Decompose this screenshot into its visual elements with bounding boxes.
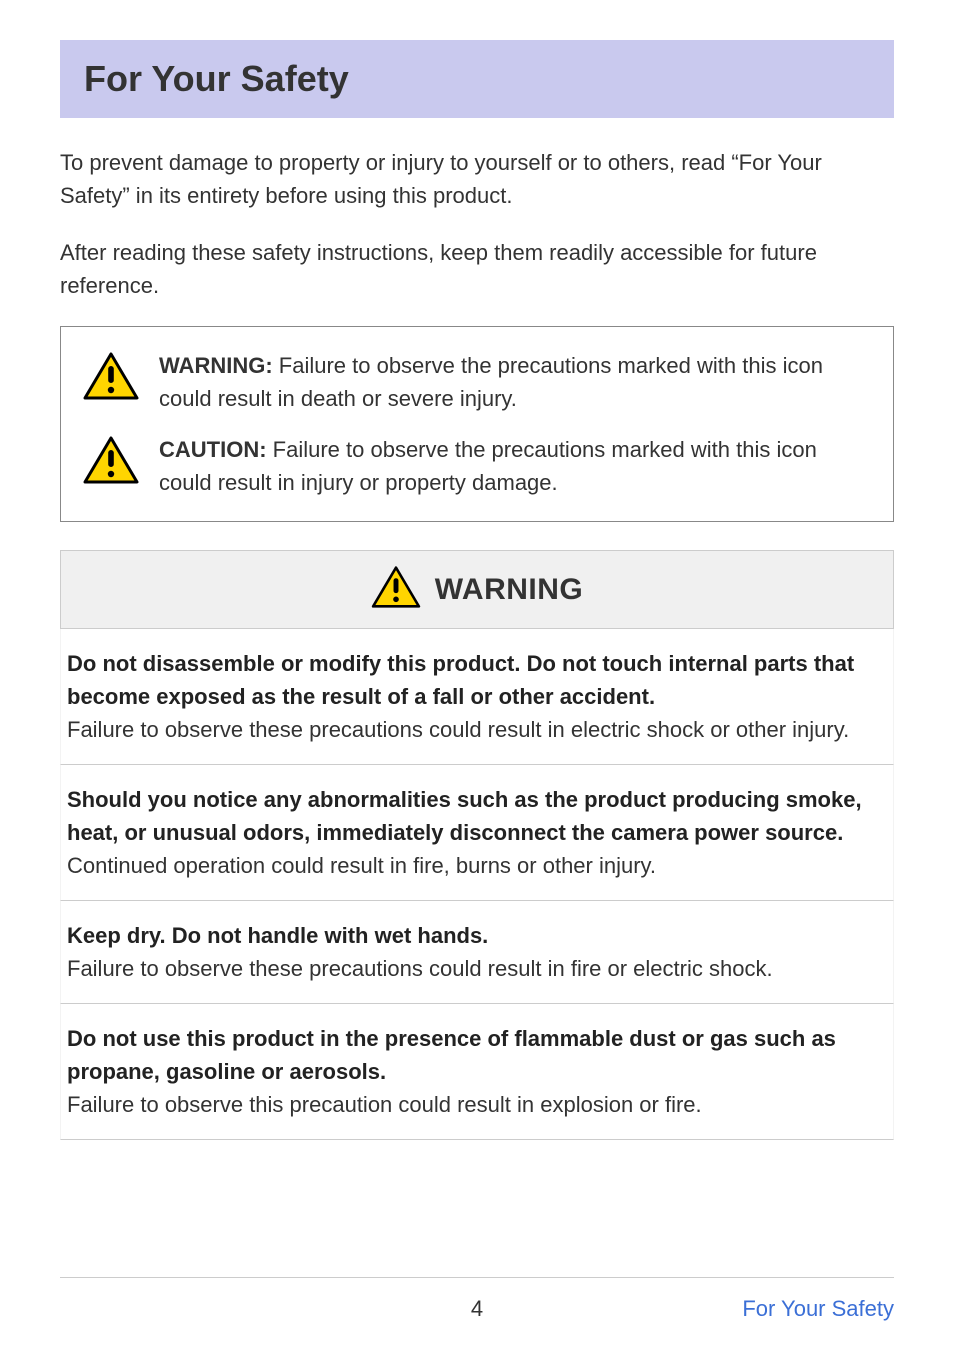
warning-bold-1: Do not disassemble or modify this produc… [67, 647, 887, 713]
warning-body-2: Continued operation could result in fire… [67, 849, 887, 882]
warning-body-4: Failure to observe this precaution could… [67, 1088, 887, 1121]
warning-item-2: Should you notice any abnormalities such… [60, 765, 894, 901]
section-title-bar: For Your Safety [60, 40, 894, 118]
warning-section-header: WARNING [60, 550, 894, 629]
warning-header-icon [371, 565, 421, 614]
warning-bold-3: Keep dry. Do not handle with wet hands. [67, 919, 887, 952]
page-title: For Your Safety [84, 58, 870, 100]
legend-text-warning: WARNING: Failure to observe the precauti… [159, 349, 873, 415]
legend-text-caution: CAUTION: Failure to observe the precauti… [159, 433, 873, 499]
warning-body-1: Failure to observe these precautions cou… [67, 713, 887, 746]
warning-triangle-icon [81, 349, 141, 403]
legend-label-warning: WARNING: [159, 353, 273, 378]
warning-item-4: Do not use this product in the presence … [60, 1004, 894, 1140]
caution-triangle-icon [81, 433, 141, 487]
legend-row-caution: CAUTION: Failure to observe the precauti… [81, 433, 873, 499]
legend-box: WARNING: Failure to observe the precauti… [60, 326, 894, 522]
intro-paragraph-2: After reading these safety instructions,… [60, 236, 894, 302]
legend-row-warning: WARNING: Failure to observe the precauti… [81, 349, 873, 415]
intro-paragraph-1: To prevent damage to property or injury … [60, 146, 894, 212]
warning-bold-4: Do not use this product in the presence … [67, 1022, 887, 1088]
warning-item-1: Do not disassemble or modify this produc… [60, 629, 894, 765]
page-number: 4 [471, 1296, 483, 1322]
page-footer: 4 For Your Safety [60, 1277, 894, 1322]
warning-body-3: Failure to observe these precautions cou… [67, 952, 887, 985]
warning-item-3: Keep dry. Do not handle with wet hands. … [60, 901, 894, 1004]
warning-bold-2: Should you notice any abnormalities such… [67, 783, 887, 849]
legend-label-caution: CAUTION: [159, 437, 267, 462]
warning-header-text: WARNING [435, 573, 584, 607]
footer-section-link[interactable]: For Your Safety [742, 1296, 894, 1322]
